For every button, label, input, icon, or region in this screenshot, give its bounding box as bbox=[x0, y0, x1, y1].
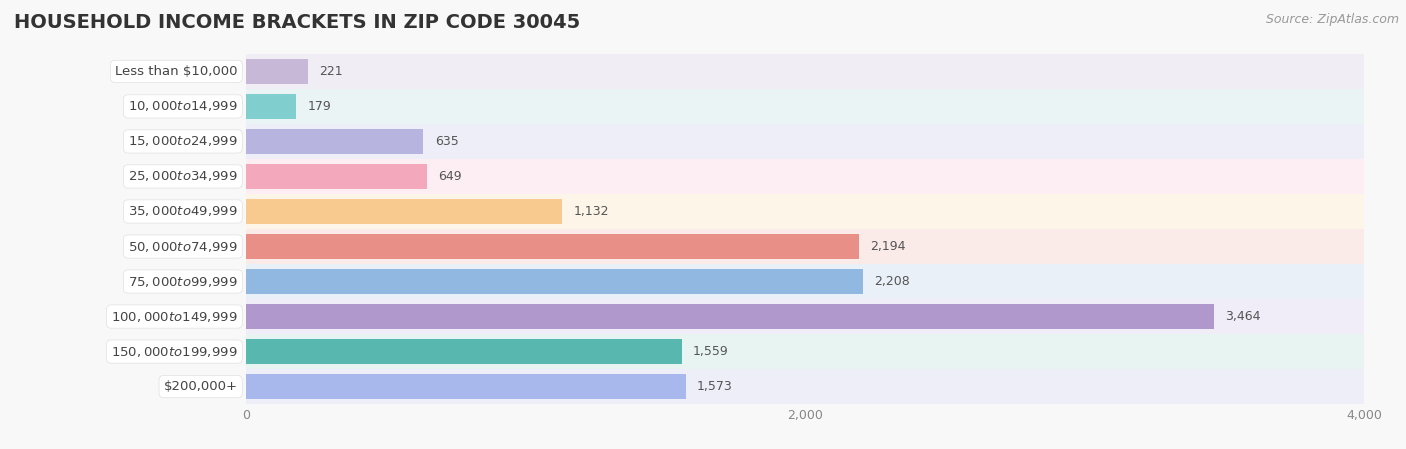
Bar bbox=[246, 159, 1364, 194]
Bar bbox=[246, 199, 562, 224]
Bar bbox=[246, 264, 1364, 299]
Bar bbox=[246, 234, 859, 259]
Bar bbox=[246, 164, 427, 189]
Text: 2,208: 2,208 bbox=[875, 275, 910, 288]
Bar bbox=[246, 94, 297, 119]
Text: $150,000 to $199,999: $150,000 to $199,999 bbox=[111, 344, 238, 359]
Text: 2,194: 2,194 bbox=[870, 240, 905, 253]
Text: Less than $10,000: Less than $10,000 bbox=[115, 65, 238, 78]
Text: $200,000+: $200,000+ bbox=[163, 380, 238, 393]
Text: 1,573: 1,573 bbox=[697, 380, 733, 393]
Text: 1,559: 1,559 bbox=[693, 345, 728, 358]
Text: $10,000 to $14,999: $10,000 to $14,999 bbox=[128, 99, 238, 114]
Bar bbox=[246, 299, 1364, 334]
Bar bbox=[246, 304, 1213, 329]
Text: $15,000 to $24,999: $15,000 to $24,999 bbox=[128, 134, 238, 149]
Text: 221: 221 bbox=[319, 65, 343, 78]
Bar bbox=[246, 89, 1364, 124]
Text: $35,000 to $49,999: $35,000 to $49,999 bbox=[128, 204, 238, 219]
Bar bbox=[246, 369, 1364, 404]
Text: $25,000 to $34,999: $25,000 to $34,999 bbox=[128, 169, 238, 184]
Bar bbox=[246, 54, 1364, 89]
Bar bbox=[246, 124, 1364, 159]
Bar bbox=[246, 194, 1364, 229]
Text: 649: 649 bbox=[439, 170, 463, 183]
Text: $100,000 to $149,999: $100,000 to $149,999 bbox=[111, 309, 238, 324]
Text: $50,000 to $74,999: $50,000 to $74,999 bbox=[128, 239, 238, 254]
Text: Source: ZipAtlas.com: Source: ZipAtlas.com bbox=[1265, 13, 1399, 26]
Bar bbox=[246, 339, 682, 364]
Text: $75,000 to $99,999: $75,000 to $99,999 bbox=[128, 274, 238, 289]
Text: 635: 635 bbox=[434, 135, 458, 148]
Bar bbox=[246, 59, 308, 84]
Bar bbox=[246, 229, 1364, 264]
Text: HOUSEHOLD INCOME BRACKETS IN ZIP CODE 30045: HOUSEHOLD INCOME BRACKETS IN ZIP CODE 30… bbox=[14, 13, 581, 32]
Text: 3,464: 3,464 bbox=[1225, 310, 1261, 323]
Bar bbox=[246, 129, 423, 154]
Text: 1,132: 1,132 bbox=[574, 205, 609, 218]
Bar bbox=[246, 269, 863, 294]
Bar bbox=[246, 374, 686, 399]
Text: 179: 179 bbox=[308, 100, 330, 113]
Bar bbox=[246, 334, 1364, 369]
